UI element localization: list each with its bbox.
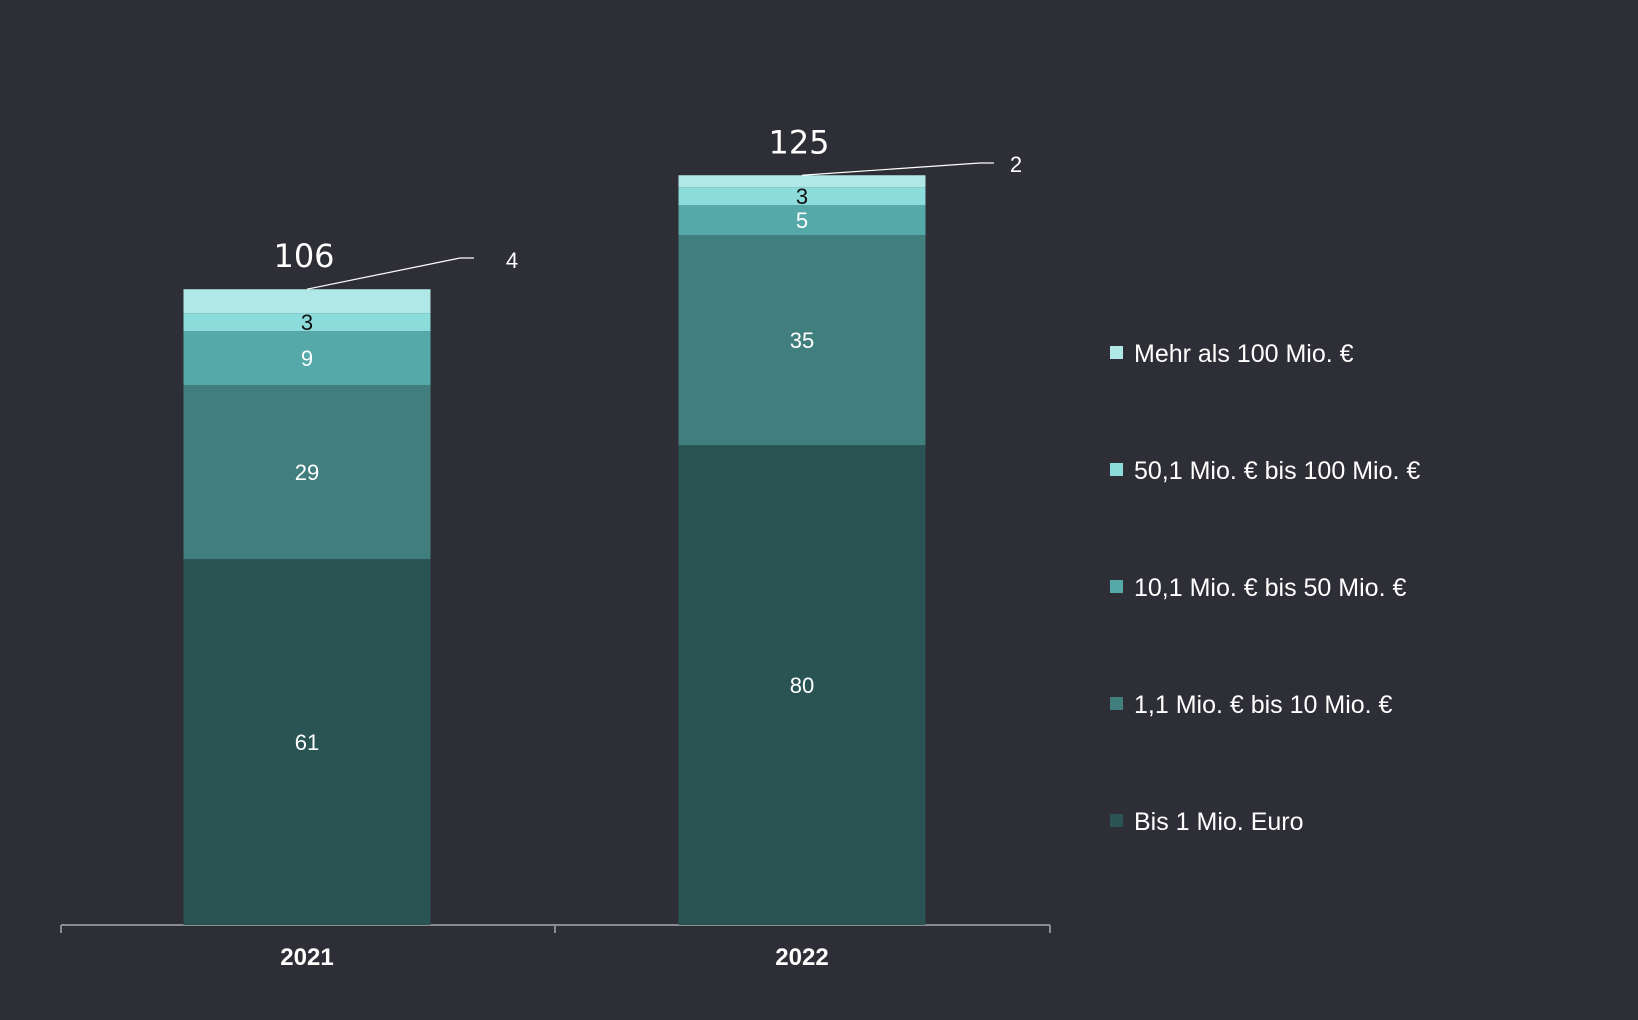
category-label-2021: 2021 <box>280 944 333 971</box>
legend-swatch-2 <box>1110 580 1123 593</box>
data-label-2022-1: 35 <box>790 328 814 353</box>
total-label-2021: 106 <box>273 237 334 275</box>
data-label-2021-1: 29 <box>295 460 319 485</box>
data-label-2022-4: 2 <box>1010 152 1022 177</box>
data-label-2021-3: 3 <box>301 310 313 335</box>
data-label-2022-2: 5 <box>796 208 808 233</box>
callout-line-2021 <box>306 257 474 290</box>
bar-segment-2021-4 <box>183 289 431 314</box>
legend-label-2: 10,1 Mio. € bis 50 Mio. € <box>1134 574 1406 602</box>
total-label-2022: 125 <box>768 123 829 161</box>
bar-segment-2022-4 <box>678 175 926 188</box>
bar-segment-2021-1 <box>183 385 431 560</box>
bar-segment-2021-2 <box>183 331 431 386</box>
bar-segment-2022-3 <box>678 187 926 206</box>
legend-swatch-0 <box>1110 346 1123 359</box>
data-label-2021-0: 61 <box>295 730 319 755</box>
legend-swatch-1 <box>1110 463 1123 476</box>
bar-segment-2022-2 <box>678 205 926 236</box>
bar-segment-2021-3 <box>183 313 431 332</box>
legend-swatch-3 <box>1110 697 1123 710</box>
bar-segment-2021-0 <box>183 559 431 925</box>
data-label-2022-0: 80 <box>790 673 814 698</box>
callout-line-2022 <box>801 162 994 176</box>
data-label-2021-4: 4 <box>506 248 518 273</box>
data-label-2022-3: 3 <box>796 184 808 209</box>
bar-segment-2022-1 <box>678 235 926 446</box>
legend-label-0: Mehr als 100 Mio. € <box>1134 340 1354 368</box>
bar-segment-2022-0 <box>678 445 926 925</box>
category-label-2022: 2022 <box>775 944 828 971</box>
legend-label-4: Bis 1 Mio. Euro <box>1134 808 1304 836</box>
legend-swatch-4 <box>1110 814 1123 827</box>
data-label-2021-2: 9 <box>301 346 313 371</box>
legend-label-3: 1,1 Mio. € bis 10 Mio. € <box>1134 691 1393 719</box>
legend-label-1: 50,1 Mio. € bis 100 Mio. € <box>1134 457 1420 485</box>
